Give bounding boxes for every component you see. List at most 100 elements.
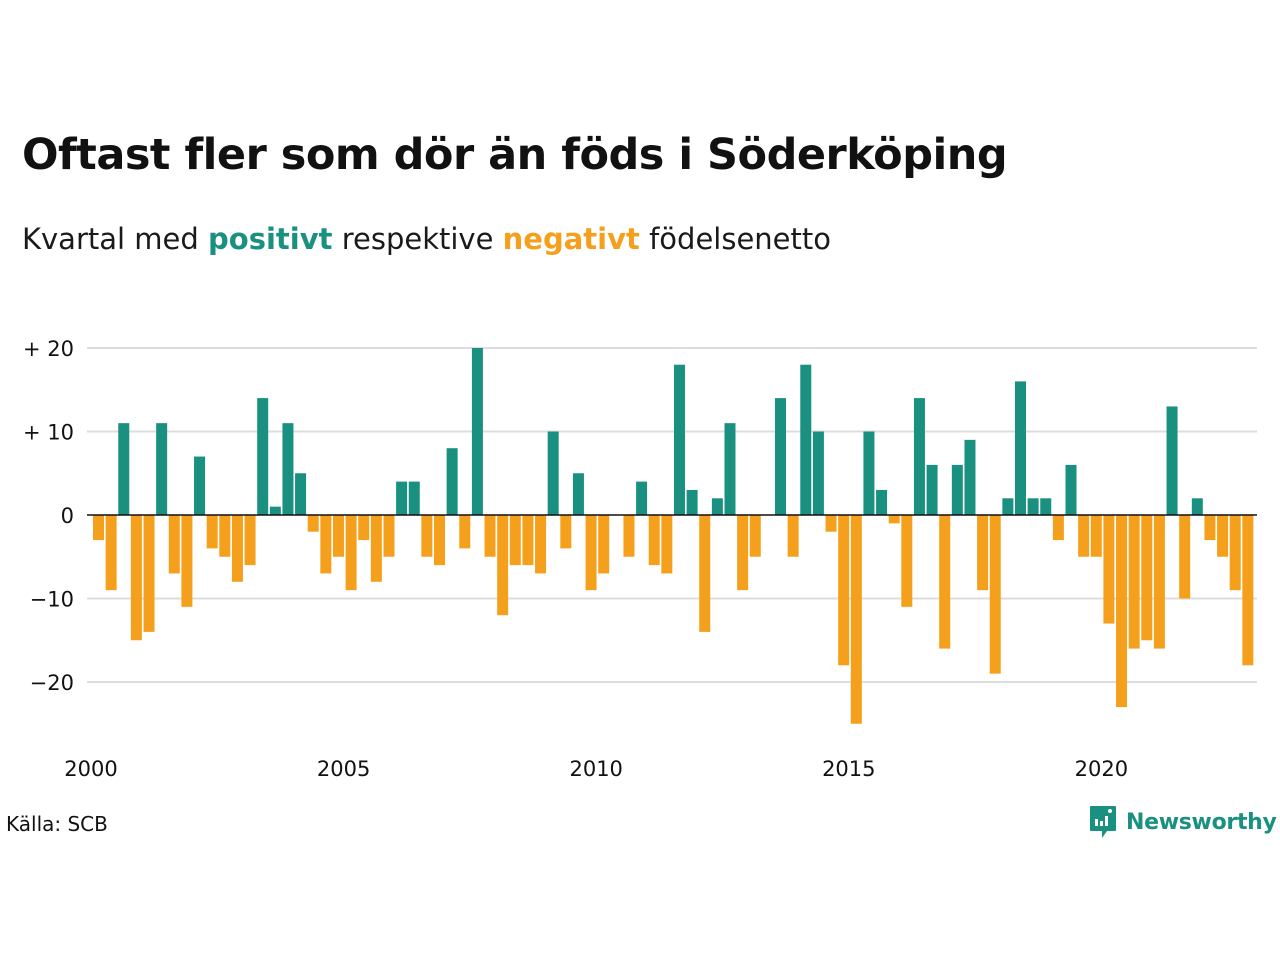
bar-negative — [181, 515, 193, 607]
x-tick-label: 2010 — [569, 757, 622, 781]
bar-negative — [307, 515, 319, 532]
x-tick-label: 2005 — [317, 757, 370, 781]
bar-positive — [876, 489, 888, 515]
bar-positive — [282, 423, 294, 515]
bar-negative — [1204, 515, 1216, 541]
bar-positive — [269, 506, 281, 515]
y-tick-label: −20 — [30, 671, 74, 695]
chart-title: Oftast fler som dör än föds i Söderköpin… — [22, 130, 1008, 180]
y-tick-label: + 10 — [23, 421, 74, 445]
bar-positive — [1166, 406, 1178, 515]
newsworthy-logo-icon — [1090, 806, 1116, 838]
bar-positive — [775, 398, 787, 515]
bar-negative — [1217, 515, 1229, 557]
bar-positive — [673, 364, 685, 515]
bar-negative — [1116, 515, 1128, 708]
bar-positive — [951, 464, 963, 515]
y-tick-label: + 20 — [23, 337, 74, 361]
bar-negative — [585, 515, 597, 591]
bar-negative — [143, 515, 155, 632]
bar-negative — [560, 515, 572, 549]
bar-positive — [446, 448, 458, 515]
bar-negative — [320, 515, 332, 574]
bar-negative — [219, 515, 231, 557]
bar-negative — [434, 515, 446, 566]
x-tick-label: 2020 — [1075, 757, 1128, 781]
bar-positive — [686, 489, 698, 515]
subtitle-negative-label: negativt — [502, 222, 640, 256]
bar-positive — [636, 481, 648, 515]
bar-negative — [93, 515, 104, 541]
bar-positive — [863, 431, 875, 515]
chart-subtitle: Kvartal med positivt respektive negativt… — [22, 222, 831, 256]
subtitle-middle: respektive — [332, 222, 503, 256]
bar-negative — [977, 515, 989, 591]
bar-negative — [1179, 515, 1191, 599]
bar-chart: + 20 + 10 0 −10 −20 2000 2005 2010 2015 2020 — [23, 337, 1257, 781]
bar-positive — [1027, 498, 1039, 515]
bar-negative — [598, 515, 610, 574]
bar-positive — [800, 364, 812, 515]
bar-negative — [370, 515, 382, 582]
bar-negative — [825, 515, 837, 532]
bar-positive — [1191, 498, 1203, 515]
bar-negative — [130, 515, 142, 641]
bar-positive — [156, 423, 168, 515]
bar-negative — [332, 515, 344, 557]
subtitle-suffix: födelsenetto — [639, 222, 831, 256]
bar-positive — [257, 398, 269, 515]
bar-positive — [1014, 381, 1026, 515]
bar-positive — [194, 456, 206, 515]
bar-positive — [724, 423, 736, 515]
bar-negative — [901, 515, 913, 607]
bar-negative — [535, 515, 547, 574]
bar-negative — [1128, 515, 1140, 649]
x-tick-label: 2000 — [64, 757, 117, 781]
bar-negative — [1141, 515, 1153, 641]
bar-negative — [888, 515, 900, 524]
bar-positive — [1002, 498, 1014, 515]
bar-negative — [648, 515, 660, 566]
bar-positive — [295, 473, 307, 515]
bar-negative — [484, 515, 496, 557]
bar-positive — [711, 498, 723, 515]
bar-positive — [572, 473, 584, 515]
x-tick-label: 2015 — [822, 757, 875, 781]
bar-negative — [699, 515, 711, 632]
bar-positive — [926, 464, 938, 515]
bar-negative — [939, 515, 951, 649]
bar-negative — [509, 515, 521, 566]
bar-negative — [1229, 515, 1241, 591]
bar-positive — [396, 481, 408, 515]
y-tick-label: −10 — [30, 588, 74, 612]
newsworthy-logo: Newsworthy — [1088, 804, 1277, 840]
bar-positive — [547, 431, 559, 515]
bar-positive — [118, 423, 130, 515]
bar-negative — [661, 515, 673, 574]
bar-negative — [383, 515, 395, 557]
subtitle-positive-label: positivt — [208, 222, 333, 256]
bar-negative — [787, 515, 799, 557]
bar-positive — [812, 431, 824, 515]
newsworthy-logo-text: Newsworthy — [1126, 809, 1277, 835]
y-tick-label: 0 — [61, 504, 74, 528]
bar-positive — [471, 348, 483, 515]
bar-negative — [231, 515, 243, 582]
bar-negative — [1078, 515, 1090, 557]
bar-negative — [749, 515, 761, 557]
bar-negative — [345, 515, 357, 591]
bar-positive — [1040, 498, 1052, 515]
bar-negative — [1090, 515, 1102, 557]
bar-negative — [522, 515, 534, 566]
bar-negative — [850, 515, 862, 724]
bar-negative — [168, 515, 180, 574]
source-note: Källa: SCB — [6, 812, 108, 836]
subtitle-prefix: Kvartal med — [22, 222, 209, 256]
bar-negative — [1103, 515, 1115, 624]
bar-positive — [1065, 464, 1077, 515]
bar-positive — [964, 439, 976, 515]
bar-negative — [358, 515, 370, 541]
bar-negative — [497, 515, 509, 616]
bar-negative — [1242, 515, 1254, 666]
bar-negative — [459, 515, 471, 549]
